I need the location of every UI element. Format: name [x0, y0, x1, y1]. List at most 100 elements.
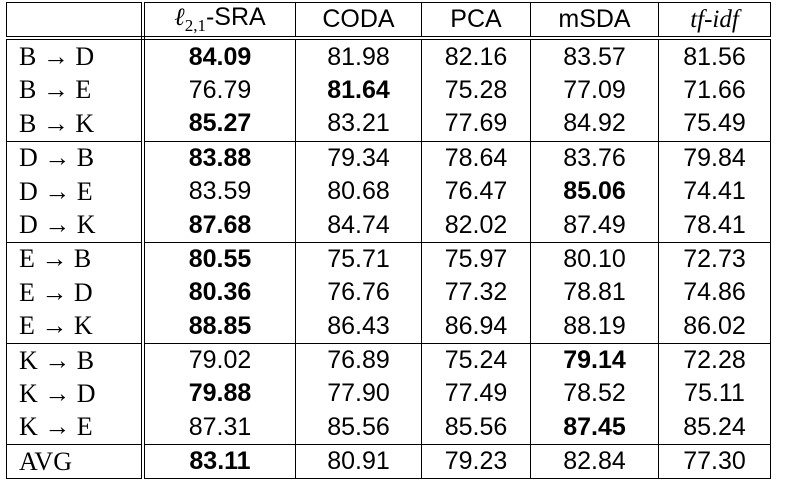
value-cell: 88.19 [530, 309, 659, 344]
value-cell: 87.49 [530, 208, 659, 243]
header-msda: mSDA [530, 2, 659, 41]
value-cell: 82.16 [421, 37, 531, 74]
value-cell: 83.21 [295, 107, 422, 142]
value-cell: 78.41 [658, 208, 771, 243]
value-cell: 77.90 [295, 377, 422, 411]
value-cell: 85.56 [295, 410, 422, 445]
value-cell: 79.23 [421, 444, 531, 480]
row-label: E → B [6, 241, 145, 277]
value-cell: 83.57 [530, 37, 659, 74]
value-cell: 85.27 [143, 107, 296, 142]
row-label: D → E [6, 174, 145, 209]
value-cell: 75.11 [658, 377, 771, 411]
table-row: D → K 87.68 84.74 82.02 87.49 78.41 [6, 208, 771, 243]
value-cell: 80.91 [295, 444, 422, 480]
value-cell: 77.09 [530, 73, 659, 108]
header-empty-cell [6, 2, 145, 41]
row-label: E → D [6, 276, 145, 310]
value-cell: 76.89 [295, 342, 422, 378]
table-row: K → D 79.88 77.90 77.49 78.52 75.11 [6, 377, 771, 411]
value-cell: 86.02 [658, 309, 771, 344]
row-label: B → E [6, 73, 145, 108]
value-cell: 83.88 [143, 140, 296, 175]
value-cell: 75.97 [421, 241, 531, 277]
value-cell: 87.45 [530, 410, 659, 445]
value-cell: 77.49 [421, 377, 531, 411]
value-cell: 80.68 [295, 174, 422, 209]
value-cell: 78.64 [421, 140, 531, 175]
value-cell: 81.56 [658, 37, 771, 74]
value-cell: 75.28 [421, 73, 531, 108]
row-label: B → K [6, 107, 145, 142]
value-cell: 71.66 [658, 73, 771, 108]
value-cell: 79.84 [658, 140, 771, 175]
value-cell: 80.36 [143, 276, 296, 310]
table-row: B → D 84.09 81.98 82.16 83.57 81.56 [6, 37, 771, 74]
value-cell: 79.14 [530, 342, 659, 378]
table-row: K → B 79.02 76.89 75.24 79.14 72.28 [6, 342, 771, 378]
sra-suffix: -SRA [205, 3, 266, 32]
value-cell: 88.85 [143, 309, 296, 344]
header-l21-sra: ℓ2,1-SRA [143, 2, 296, 41]
ell-subscript: 2,1 [184, 16, 206, 36]
table-row: AVG 83.11 80.91 79.23 82.84 77.30 [6, 444, 771, 480]
value-cell: 85.24 [658, 410, 771, 445]
value-cell: 75.24 [421, 342, 531, 378]
row-label: E → K [6, 309, 145, 344]
value-cell: 72.73 [658, 241, 771, 277]
value-cell: 84.74 [295, 208, 422, 243]
table-row: B → E 76.79 81.64 75.28 77.09 71.66 [6, 73, 771, 108]
row-label: D → K [6, 208, 145, 243]
header-pca: PCA [421, 2, 531, 41]
table-row: B → K 85.27 83.21 77.69 84.92 75.49 [6, 107, 771, 142]
value-cell: 83.59 [143, 174, 296, 209]
value-cell: 77.30 [658, 444, 771, 480]
header-tfidf: tf-idf [658, 2, 771, 41]
table-row: E → D 80.36 76.76 77.32 78.81 74.86 [6, 276, 771, 310]
row-label: B → D [6, 37, 145, 74]
value-cell: 83.11 [143, 444, 296, 480]
table-row: E → K 88.85 86.43 86.94 88.19 86.02 [6, 309, 771, 344]
value-cell: 83.76 [530, 140, 659, 175]
row-label: K → B [6, 342, 145, 378]
value-cell: 77.32 [421, 276, 531, 310]
row-label: K → E [6, 410, 145, 445]
ell-symbol: ℓ [174, 4, 185, 32]
value-cell: 85.06 [530, 174, 659, 209]
value-cell: 80.10 [530, 241, 659, 277]
row-label: AVG [6, 444, 145, 480]
table-row: E → B 80.55 75.71 75.97 80.10 72.73 [6, 241, 771, 277]
row-label: K → D [6, 377, 145, 411]
value-cell: 76.47 [421, 174, 531, 209]
value-cell: 79.02 [143, 342, 296, 378]
value-cell: 82.02 [421, 208, 531, 243]
value-cell: 85.56 [421, 410, 531, 445]
table-row: D → E 83.59 80.68 76.47 85.06 74.41 [6, 174, 771, 209]
value-cell: 78.81 [530, 276, 659, 310]
header-row: ℓ2,1-SRA CODA PCA mSDA tf-idf [6, 2, 771, 41]
table-row: D → B 83.88 79.34 78.64 83.76 79.84 [6, 140, 771, 175]
value-cell: 75.71 [295, 241, 422, 277]
value-cell: 76.79 [143, 73, 296, 108]
results-table: ℓ2,1-SRA CODA PCA mSDA tf-idf B → D 84.09… [6, 2, 771, 480]
value-cell: 84.09 [143, 37, 296, 74]
value-cell: 87.31 [143, 410, 296, 445]
value-cell: 87.68 [143, 208, 296, 243]
value-cell: 74.41 [658, 174, 771, 209]
value-cell: 81.64 [295, 73, 422, 108]
value-cell: 84.92 [530, 107, 659, 142]
value-cell: 78.52 [530, 377, 659, 411]
value-cell: 81.98 [295, 37, 422, 74]
value-cell: 79.88 [143, 377, 296, 411]
value-cell: 82.84 [530, 444, 659, 480]
value-cell: 86.43 [295, 309, 422, 344]
table-row: K → E 87.31 85.56 85.56 87.45 85.24 [6, 410, 771, 445]
value-cell: 72.28 [658, 342, 771, 378]
value-cell: 79.34 [295, 140, 422, 175]
value-cell: 77.69 [421, 107, 531, 142]
value-cell: 86.94 [421, 309, 531, 344]
value-cell: 80.55 [143, 241, 296, 277]
row-label: D → B [6, 140, 145, 175]
value-cell: 75.49 [658, 107, 771, 142]
header-coda: CODA [295, 2, 422, 41]
